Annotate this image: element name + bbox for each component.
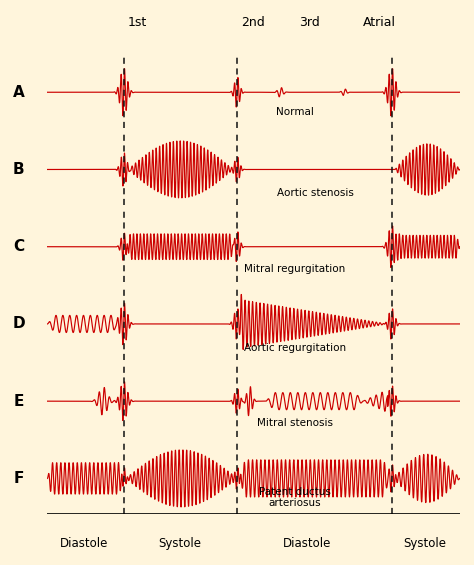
Text: F: F: [13, 471, 24, 486]
Text: Mitral stenosis: Mitral stenosis: [257, 418, 333, 428]
Text: Aortic regurgitation: Aortic regurgitation: [244, 342, 346, 353]
Text: C: C: [13, 239, 24, 254]
Text: Atrial: Atrial: [363, 16, 396, 29]
Text: Diastole: Diastole: [283, 537, 331, 550]
Text: B: B: [13, 162, 24, 177]
Text: Systole: Systole: [158, 537, 201, 550]
Text: 2nd: 2nd: [241, 16, 265, 29]
Text: Normal: Normal: [276, 107, 314, 118]
Text: Mitral regurgitation: Mitral regurgitation: [244, 264, 346, 274]
Text: Diastole: Diastole: [60, 537, 109, 550]
Text: 3rd: 3rd: [299, 16, 319, 29]
Text: E: E: [13, 394, 24, 408]
Text: Patent ductus
arteriosus: Patent ductus arteriosus: [259, 487, 331, 508]
Text: D: D: [12, 316, 25, 332]
Text: A: A: [13, 85, 24, 100]
Text: Systole: Systole: [403, 537, 446, 550]
Text: Aortic stenosis: Aortic stenosis: [277, 188, 354, 198]
Text: 1st: 1st: [128, 16, 147, 29]
